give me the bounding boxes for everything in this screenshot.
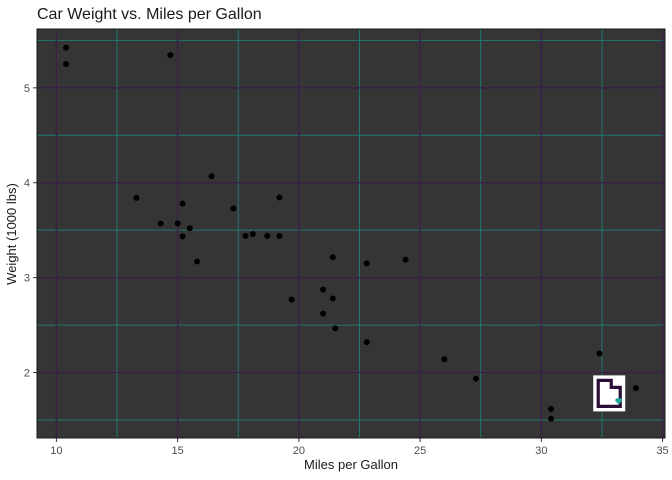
x-tick-label: 10 — [50, 445, 62, 457]
data-point — [329, 254, 336, 261]
data-points — [63, 44, 639, 422]
data-point — [288, 296, 295, 303]
x-tick-label: 15 — [172, 445, 184, 457]
y-tick-label: 4 — [24, 178, 30, 190]
utah-outline-path — [596, 378, 622, 408]
major-grid — [37, 29, 665, 438]
data-point — [167, 52, 174, 59]
data-point — [320, 310, 327, 317]
x-tick-label: 20 — [293, 445, 305, 457]
x-tick-label: 30 — [535, 445, 547, 457]
data-point — [179, 233, 186, 240]
data-point — [329, 295, 336, 302]
data-point — [264, 232, 271, 239]
minor-grid — [37, 29, 665, 438]
y-axis-label: Weight (1000 lbs) — [4, 183, 19, 285]
data-point — [632, 385, 639, 392]
x-tick-label: 25 — [414, 445, 426, 457]
data-point — [194, 258, 201, 265]
data-point — [320, 286, 327, 293]
data-point — [276, 232, 283, 239]
x-axis-label: Miles per Gallon — [304, 457, 398, 472]
data-point — [157, 220, 164, 227]
data-point — [276, 194, 283, 201]
data-point — [249, 230, 256, 237]
y-tick-label: 3 — [24, 273, 30, 285]
heart-icon — [615, 398, 623, 405]
data-point — [179, 200, 186, 207]
panel-border — [36, 28, 666, 439]
plot-panel — [37, 29, 665, 438]
data-point — [208, 173, 215, 180]
x-axis: 10 15 20 25 30 35 — [50, 438, 669, 457]
annotation — [593, 375, 626, 412]
data-point — [402, 256, 409, 263]
chart-title: Car Weight vs. Miles per Gallon — [37, 6, 262, 23]
y-tick-label: 2 — [24, 368, 30, 380]
data-point — [133, 194, 140, 201]
y-tick-label: 5 — [24, 83, 30, 95]
data-point — [596, 350, 603, 357]
data-point — [186, 225, 193, 232]
data-point — [230, 205, 237, 212]
data-point — [363, 339, 370, 346]
data-point — [332, 325, 339, 332]
utah-state-outline-icon — [593, 375, 626, 412]
data-point — [441, 356, 448, 363]
y-axis: 2 3 4 5 — [24, 83, 37, 380]
data-point — [63, 61, 70, 68]
data-point — [242, 232, 249, 239]
data-point — [63, 44, 70, 51]
data-point — [174, 220, 181, 227]
data-point — [548, 415, 555, 422]
x-tick-label: 35 — [656, 445, 668, 457]
data-point — [548, 406, 555, 413]
data-point — [472, 375, 479, 382]
data-point — [363, 260, 370, 267]
